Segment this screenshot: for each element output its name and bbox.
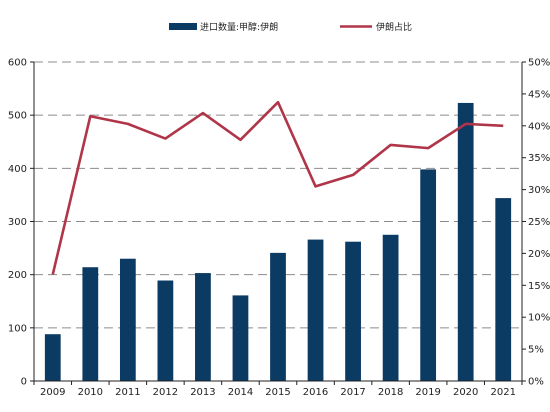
- axes: 0 100 200 300 400 500 600 0% 5% 10% 15% 20% 25% 30% 35…: [8, 58, 550, 399]
- y-right-tick-label: 30%: [528, 185, 550, 196]
- x-tick-label: 2018: [378, 387, 403, 398]
- bar-2016: [307, 239, 324, 381]
- legend-label-bars: 进口数量:甲醇:伊朗: [200, 21, 278, 33]
- x-tick-label: 2021: [491, 387, 516, 398]
- y-right-tick-label: 40%: [528, 121, 550, 132]
- y-right-tick-label: 25%: [528, 217, 550, 228]
- x-tick-label: 2016: [303, 387, 328, 398]
- bar-2011: [119, 258, 136, 381]
- legend-label-line: 伊朗占比: [376, 21, 412, 33]
- legend: 进口数量:甲醇:伊朗 伊朗占比: [169, 21, 412, 33]
- line-series: [51, 100, 504, 275]
- y-left-tick-label: 100: [8, 323, 27, 334]
- x-tick-label: 2015: [265, 387, 290, 398]
- y-right-tick-label: 35%: [528, 153, 550, 164]
- x-tick-label: 2020: [453, 387, 478, 398]
- bar-2019: [420, 169, 437, 381]
- bar-2021: [495, 198, 512, 381]
- bar-2009: [44, 334, 61, 381]
- bar-2020: [457, 102, 474, 382]
- x-tick-label: 2019: [415, 387, 440, 398]
- y-right-tick-label: 5%: [528, 345, 544, 356]
- bar-2012: [157, 280, 174, 381]
- y-right-tick-label: 50%: [528, 58, 550, 69]
- bar-series: [44, 102, 512, 382]
- y-left-tick-label: 300: [8, 217, 27, 228]
- y-right-tick-label: 15%: [528, 281, 550, 292]
- bar-2010: [82, 267, 99, 381]
- legend-swatch-bars: [169, 23, 197, 30]
- y-left-tick-label: 600: [8, 58, 27, 69]
- x-tick-label: 2011: [115, 387, 140, 398]
- bar-2018: [382, 234, 399, 381]
- y-right-tick-label: 45%: [528, 89, 550, 100]
- bar-2015: [270, 252, 286, 381]
- x-tick-label: 2017: [340, 387, 365, 398]
- x-tick-label: 2010: [78, 387, 103, 398]
- bar-2014: [232, 295, 249, 381]
- x-tick-label: 2013: [190, 387, 215, 398]
- y-right-tick-label: 20%: [528, 249, 550, 260]
- x-tick-label: 2014: [228, 387, 253, 398]
- x-tick-label: 2009: [40, 387, 65, 398]
- y-left-tick-label: 0: [21, 377, 27, 388]
- y-left-tick-label: 400: [8, 164, 27, 175]
- y-right-tick-label: 10%: [528, 313, 550, 324]
- y-left-tick-label: 500: [8, 111, 27, 122]
- y-right-tick-label: 0%: [528, 377, 544, 388]
- x-tick-label: 2012: [153, 387, 178, 398]
- bar-2017: [345, 241, 361, 381]
- y-left-tick-label: 200: [8, 270, 27, 281]
- bar-2013: [195, 273, 211, 381]
